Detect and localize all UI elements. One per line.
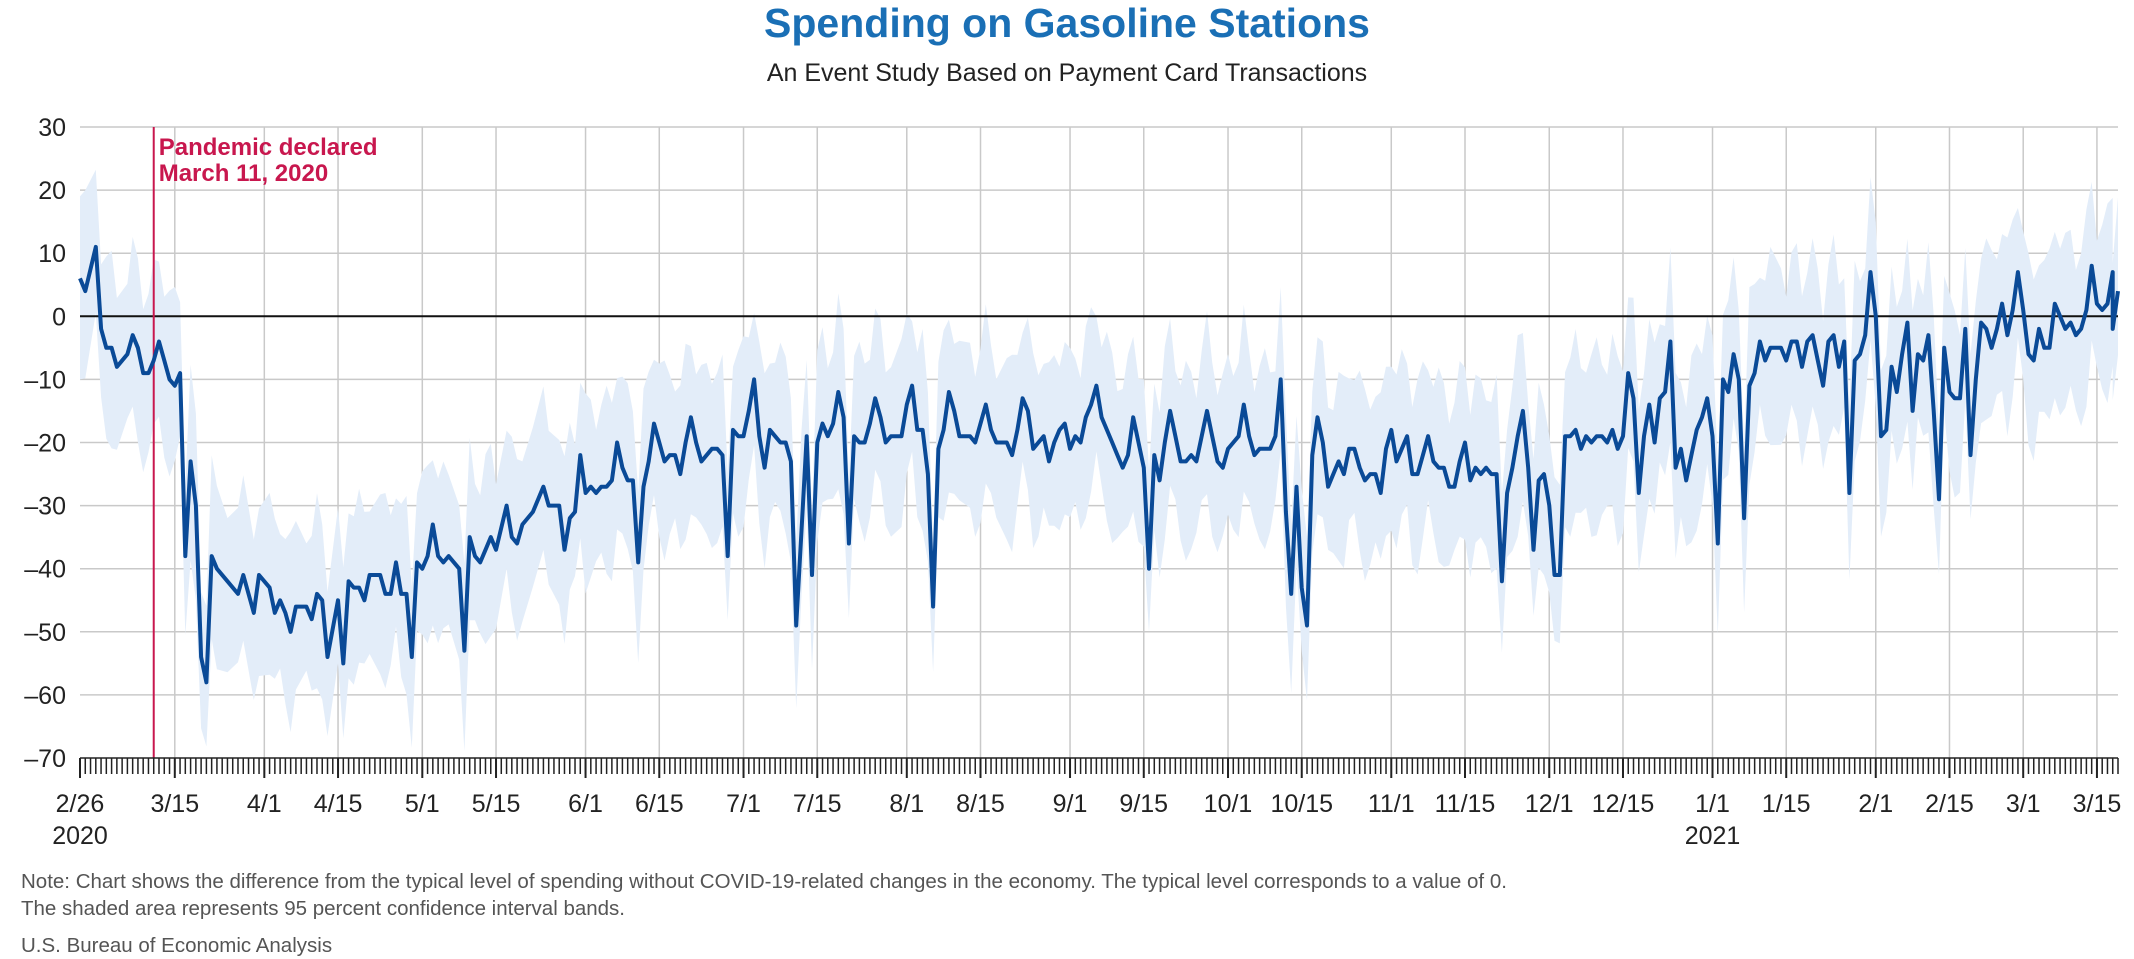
y-tick-label: 30 <box>38 114 66 142</box>
x-tick-label: 9/15 <box>1119 790 1168 818</box>
note-line-2: The shaded area represents 95 percent co… <box>21 897 625 920</box>
y-tick-label: –60 <box>24 682 66 710</box>
chart-title: Spending on Gasoline Stations <box>764 0 1370 46</box>
x-tick-label: 6/15 <box>635 790 684 818</box>
x-tick-label: 5/15 <box>472 790 521 818</box>
x-tick-label: 9/1 <box>1053 790 1088 818</box>
x-tick-label: 11/15 <box>1435 790 1496 818</box>
x-tick-label: 10/1 <box>1204 790 1253 818</box>
x-tick-label: 12/15 <box>1592 790 1655 818</box>
x-tick-label: 2/26 <box>56 790 105 818</box>
x-tick-label: 6/1 <box>568 790 603 818</box>
y-tick-label: –20 <box>24 430 66 458</box>
y-tick-label: 10 <box>38 240 66 268</box>
x-tick-year-label: 2020 <box>52 822 108 850</box>
x-tick-label: 3/15 <box>2073 790 2122 818</box>
x-tick-label: 7/1 <box>726 790 761 818</box>
x-tick-label: 7/15 <box>793 790 842 818</box>
y-tick-label: 0 <box>52 303 66 331</box>
x-tick-label: 2/1 <box>1858 790 1893 818</box>
x-tick-label: 1/15 <box>1762 790 1811 818</box>
source-credit: U.S. Bureau of Economic Analysis <box>21 934 333 957</box>
note-line-1: Note: Chart shows the difference from th… <box>21 870 1507 893</box>
x-tick-year-label: 2021 <box>1685 822 1741 850</box>
y-tick-label: 20 <box>38 177 66 205</box>
y-tick-label: –70 <box>24 745 66 773</box>
x-tick-label: 2/15 <box>1925 790 1974 818</box>
y-tick-label: –30 <box>24 493 66 521</box>
x-tick-label: 4/1 <box>247 790 282 818</box>
series-line <box>78 244 2120 685</box>
x-tick-label: 1/1 <box>1695 790 1730 818</box>
x-tick-label: 8/15 <box>956 790 1005 818</box>
axis-layer: 3020100–10–20–30–40–50–60–702/2620203/15… <box>24 114 2121 850</box>
x-tick-label: 12/1 <box>1525 790 1574 818</box>
chart-note: Note: Chart shows the difference from th… <box>21 868 2101 922</box>
y-tick-label: –40 <box>24 556 66 584</box>
x-tick-label: 3/1 <box>2006 790 2041 818</box>
x-minor-ticks <box>79 758 2119 774</box>
chart-subtitle: An Event Study Based on Payment Card Tra… <box>766 59 1368 87</box>
x-tick-label: 8/1 <box>889 790 924 818</box>
y-tick-label: –10 <box>24 366 66 394</box>
series-layer <box>78 244 2120 685</box>
x-tick-label: 11/1 <box>1368 790 1415 818</box>
x-tick-label: 4/15 <box>314 790 363 818</box>
annotation-label-line-2: March 11, 2020 <box>159 160 328 187</box>
x-tick-label: 3/15 <box>150 790 199 818</box>
confidence-band-layer <box>80 169 2118 752</box>
x-tick-label: 5/1 <box>405 790 440 818</box>
confidence-band <box>80 169 2118 752</box>
annotation-label-line-1: Pandemic declared <box>159 134 378 161</box>
x-tick-label: 10/15 <box>1270 790 1333 818</box>
y-tick-label: –50 <box>24 619 66 647</box>
